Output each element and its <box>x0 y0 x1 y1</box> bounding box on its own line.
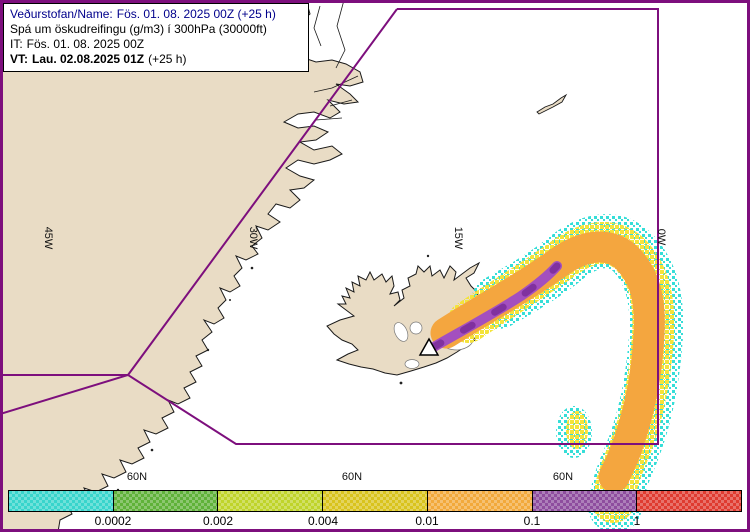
ash-plume-orange-band <box>430 231 665 493</box>
offshore-islet <box>426 254 430 258</box>
issue-time-label: IT: <box>10 37 23 51</box>
colorbar-threshold-label: 0.1 <box>523 514 541 528</box>
colorbar-segment <box>323 491 428 511</box>
meridian-label-30w: 30W <box>247 226 259 250</box>
ash-plume-purple-core <box>427 261 562 353</box>
meridian-label-0w: 0W <box>655 228 667 246</box>
issuer-forecast-time-line: Veðurstofan/Name: Fös. 01. 08. 2025 00Z (… <box>10 7 302 22</box>
colorbar-segment <box>9 491 114 511</box>
meridian-label-45w: 45W <box>42 226 54 250</box>
valid-time-value: Lau. 02.08.2025 01Z <box>32 52 145 66</box>
colorbar-threshold-label: 0.0002 <box>94 514 132 528</box>
issuer-label: Veðurstofan/Name: <box>10 7 113 21</box>
parallel-label-60n-west: 60N <box>126 471 148 483</box>
greenland-landmass <box>0 0 364 532</box>
colorbar-segment <box>637 491 742 511</box>
meridian-label-15w: 15W <box>452 226 464 250</box>
colorbar-threshold-label: 0.002 <box>202 514 234 528</box>
valid-time-offset: (+25 h) <box>148 52 187 66</box>
concentration-colorbar <box>8 490 742 512</box>
colorbar-threshold-label: 1 <box>633 514 641 528</box>
forecast-time-value: Fös. 01. 08. 2025 00Z (+25 h) <box>116 7 276 21</box>
offshore-islet <box>399 381 403 385</box>
issue-time-line: IT: Fös. 01. 08. 2025 00Z <box>10 37 302 52</box>
forecast-info-box: Veðurstofan/Name: Fös. 01. 08. 2025 00Z (… <box>3 3 309 72</box>
parallel-label-60n-center: 60N <box>341 471 363 483</box>
valid-time-label: VT: <box>10 52 28 66</box>
colorbar-threshold-label: 0.01 <box>415 514 439 528</box>
parallel-label-60n-east: 60N <box>552 471 574 483</box>
valid-time-bold: VT: Lau. 02.08.2025 01Z <box>10 52 144 66</box>
valid-time-line: VT: Lau. 02.08.2025 01Z (+25 h) <box>10 52 302 67</box>
ash-plume <box>427 214 684 532</box>
volcano-triangle-marker <box>418 337 440 356</box>
issue-time-value: Fös. 01. 08. 2025 00Z <box>26 37 145 51</box>
colorbar-segment <box>218 491 324 511</box>
ash-plume-yellow-patch <box>566 411 588 449</box>
colorbar-segment <box>532 491 638 511</box>
colorbar-threshold-label: 0.004 <box>307 514 339 528</box>
colorbar-segment <box>113 491 219 511</box>
colorbar-segment <box>427 491 533 511</box>
greenland-fjord-lines <box>313 0 359 121</box>
product-description-line: Spá um öskudreifingu (g/m3) í 300hPa (30… <box>10 22 267 36</box>
fir-boundary <box>0 8 659 445</box>
jan-mayen-island <box>536 93 568 115</box>
